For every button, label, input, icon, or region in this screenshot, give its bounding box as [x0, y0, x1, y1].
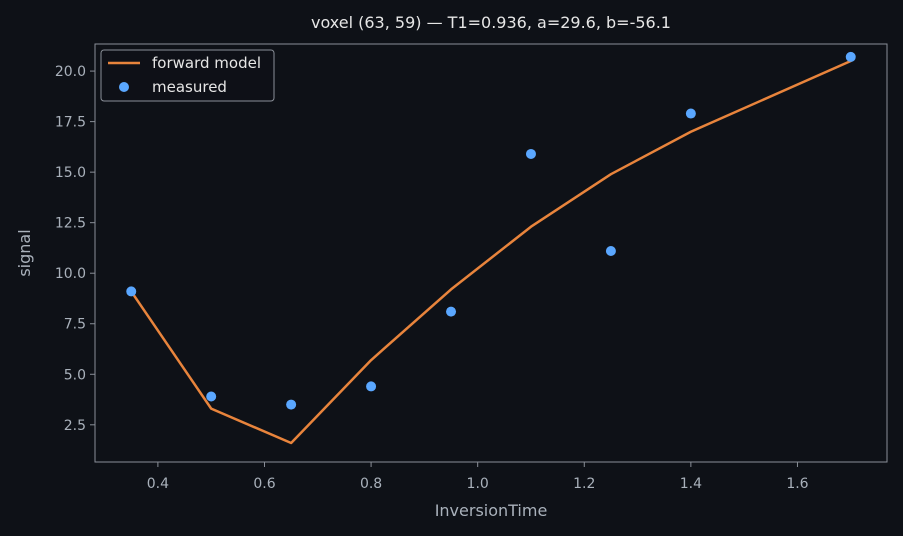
- measured-point: [366, 381, 377, 392]
- y-tick-label: 2.5: [64, 418, 86, 434]
- measured-point: [206, 391, 217, 402]
- measured-point: [446, 306, 457, 317]
- y-tick-label: 15.0: [55, 165, 86, 181]
- series-layer: [126, 51, 856, 445]
- y-axis: 2.5 5.0 7.5 10.0 12.5 15.0 17.5 20.0: [55, 64, 95, 434]
- y-axis-label: signal: [15, 229, 34, 276]
- x-tick-label: 0.8: [360, 476, 382, 492]
- legend-label-measured: measured: [152, 78, 227, 96]
- measured-point: [605, 245, 616, 256]
- x-tick-label: 0.4: [147, 476, 169, 492]
- legend: forward model measured: [100, 49, 275, 102]
- x-axis-label: InversionTime: [435, 501, 548, 520]
- y-tick-label: 17.5: [55, 115, 86, 131]
- y-tick-label: 20.0: [55, 64, 86, 80]
- measured-point: [525, 148, 536, 159]
- measured-point: [286, 399, 297, 410]
- forward-model-line: [129, 59, 853, 445]
- x-axis: 0.4 0.6 0.8 1.0 1.2 1.4 1.6: [147, 462, 809, 492]
- x-tick-label: 1.2: [573, 476, 595, 492]
- y-tick-label: 10.0: [55, 266, 86, 282]
- chart-title: voxel (63, 59) — T1=0.936, a=29.6, b=-56…: [311, 13, 671, 32]
- y-tick-label: 5.0: [64, 367, 86, 383]
- measured-point: [126, 286, 137, 297]
- measured-point: [685, 108, 696, 119]
- measured-point: [845, 51, 856, 62]
- y-tick-label: 7.5: [64, 317, 86, 333]
- x-tick-label: 1.0: [467, 476, 489, 492]
- plot-area-frame: [94, 43, 888, 463]
- legend-marker-swatch: [119, 82, 129, 92]
- legend-label-forward-model: forward model: [152, 54, 261, 72]
- x-tick-label: 1.4: [680, 476, 702, 492]
- legend-box: [100, 49, 275, 102]
- x-tick-label: 1.6: [786, 476, 808, 492]
- y-tick-label: 12.5: [55, 216, 86, 232]
- x-tick-label: 0.6: [253, 476, 275, 492]
